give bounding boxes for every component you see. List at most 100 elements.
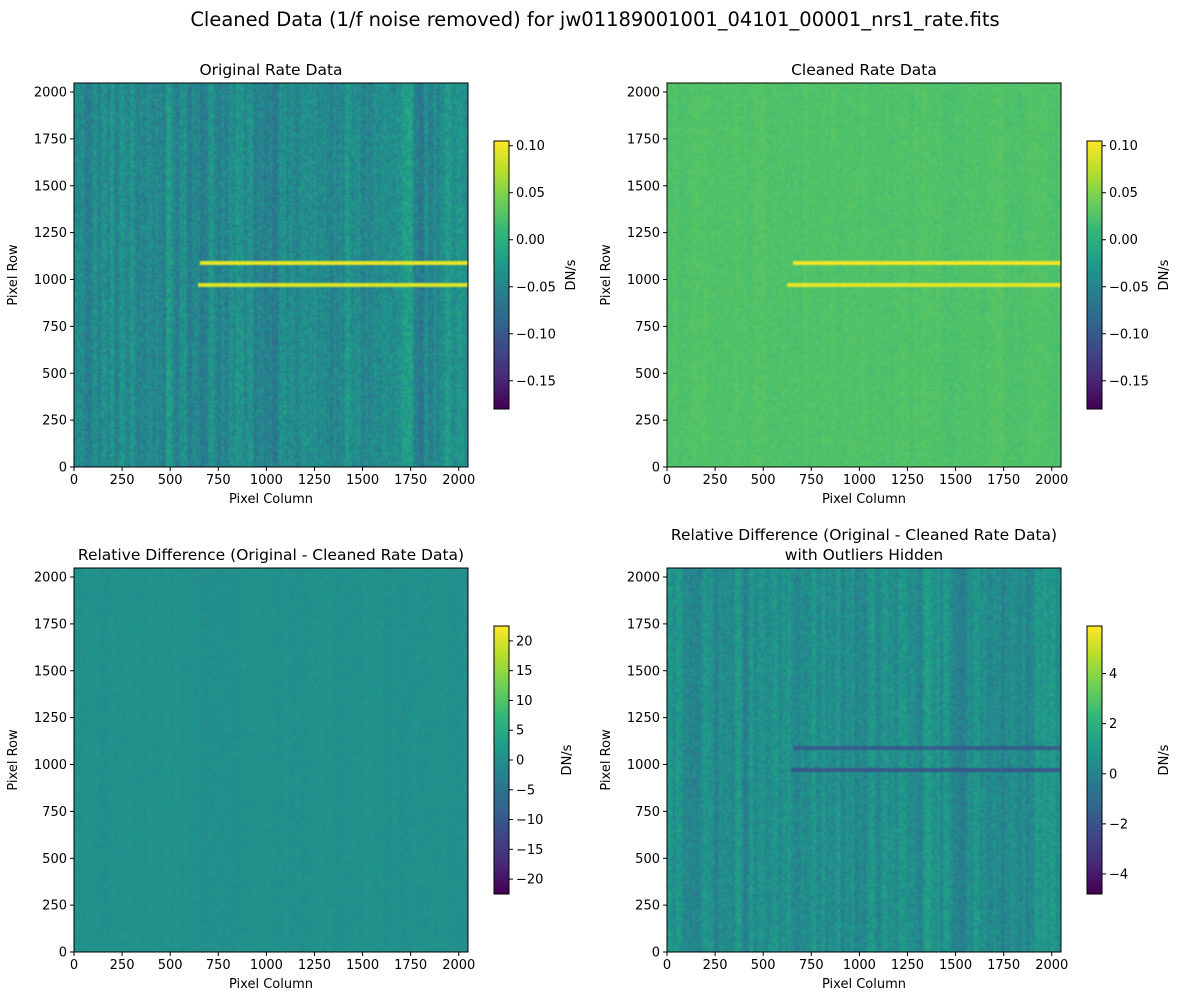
colorbar-tick-label: 0.00 [1109, 233, 1138, 248]
y-tick-label: 1500 [627, 179, 660, 194]
y-tick-label: 750 [42, 320, 67, 335]
axes-frame [73, 567, 469, 953]
colorbar-tick-label: 0.05 [516, 186, 545, 201]
heatmap-image [667, 83, 1061, 467]
y-tick-label: 1500 [34, 179, 67, 194]
y-axis-label: Pixel Row [6, 244, 21, 306]
x-tick-label: 750 [799, 473, 824, 488]
y-tick-label: 500 [42, 367, 67, 382]
panel-title: Relative Difference (Original - Cleaned … [78, 546, 464, 564]
x-tick-label: 1000 [250, 473, 283, 488]
x-tick-label: 1000 [843, 958, 876, 973]
heatmap-image [667, 568, 1061, 952]
colorbar-tick-label: 0 [1109, 767, 1117, 782]
x-tick-label: 0 [663, 958, 671, 973]
x-tick-label: 750 [206, 958, 231, 973]
panel-title: Relative Difference (Original - Cleaned … [671, 526, 1057, 544]
axes-frame [666, 82, 1062, 468]
y-tick-label: 2000 [34, 571, 67, 586]
colorbar-label: DN/s [1157, 259, 1172, 290]
y-tick-label: 1250 [627, 226, 660, 241]
colorbar [1087, 141, 1102, 409]
heatmap-image [74, 83, 468, 467]
y-tick-label: 1500 [34, 664, 67, 679]
colorbar-tick-label: −0.15 [516, 374, 556, 389]
x-tick-label: 1750 [987, 958, 1020, 973]
y-tick-label: 1000 [627, 758, 660, 773]
x-tick-label: 1750 [394, 473, 427, 488]
colorbar-tick-label: −5 [516, 783, 535, 798]
x-tick-label: 750 [799, 958, 824, 973]
colorbar-tick-label: −0.05 [516, 280, 556, 295]
x-tick-label: 1500 [346, 958, 379, 973]
y-tick-label: 0 [652, 461, 660, 476]
y-tick-label: 750 [635, 805, 660, 820]
x-tick-label: 0 [663, 473, 671, 488]
colorbar [494, 626, 509, 894]
colorbar-tick-label: 0.10 [1109, 139, 1138, 154]
y-tick-label: 1750 [627, 617, 660, 632]
x-tick-label: 1500 [939, 958, 972, 973]
y-tick-label: 1250 [34, 226, 67, 241]
y-tick-label: 2000 [627, 86, 660, 101]
colorbar-tick-label: 2 [1109, 717, 1117, 732]
x-tick-label: 1250 [891, 958, 924, 973]
panel-title: Cleaned Rate Data [791, 61, 937, 79]
x-tick-label: 250 [110, 958, 135, 973]
y-tick-label: 500 [635, 852, 660, 867]
x-tick-label: 2000 [442, 958, 475, 973]
x-tick-label: 0 [70, 473, 78, 488]
y-tick-label: 500 [42, 852, 67, 867]
y-tick-label: 750 [42, 805, 67, 820]
x-tick-label: 250 [110, 473, 135, 488]
colorbar-frame [493, 140, 510, 410]
colorbar-tick-label: −20 [516, 873, 543, 888]
y-tick-label: 0 [59, 461, 67, 476]
colorbar-tick-label: 0.05 [1109, 186, 1138, 201]
y-tick-label: 1000 [34, 758, 67, 773]
x-tick-label: 2000 [1035, 958, 1068, 973]
panel-title-line2: with Outliers Hidden [785, 546, 943, 564]
panel-1: Original Rate Data 0 250 500 750 1000 1250 1500… [6, 61, 579, 507]
x-tick-label: 1500 [939, 473, 972, 488]
colorbar-tick-label: 0 [516, 754, 524, 769]
y-axis-label: Pixel Row [599, 729, 614, 791]
panel-3: Relative Difference (Original - Cleaned … [6, 546, 575, 992]
y-tick-label: 1750 [627, 132, 660, 147]
y-axis-label: Pixel Row [6, 729, 21, 791]
x-axis-label: Pixel Column [229, 977, 313, 992]
axes-frame [73, 82, 469, 468]
y-tick-label: 0 [59, 946, 67, 961]
colorbar [1087, 626, 1102, 894]
x-tick-label: 500 [751, 473, 776, 488]
x-tick-label: 750 [206, 473, 231, 488]
y-tick-label: 250 [635, 899, 660, 914]
panel-title: Original Rate Data [199, 61, 342, 79]
colorbar-tick-label: −0.10 [1109, 327, 1149, 342]
x-tick-label: 2000 [442, 473, 475, 488]
colorbar-tick-label: −10 [516, 813, 543, 828]
colorbar-label: DN/s [564, 259, 579, 290]
x-tick-label: 1750 [394, 958, 427, 973]
y-tick-label: 2000 [34, 86, 67, 101]
colorbar-tick-label: −0.10 [516, 327, 556, 342]
colorbar-tick-label: −15 [516, 843, 543, 858]
figure-suptitle: Cleaned Data (1/f noise removed) for jw0… [190, 8, 999, 31]
y-tick-label: 1250 [627, 711, 660, 726]
y-tick-label: 250 [42, 414, 67, 429]
colorbar-frame [1086, 140, 1103, 410]
colorbar-tick-label: 15 [516, 664, 533, 679]
x-axis-label: Pixel Column [229, 492, 313, 507]
y-tick-label: 250 [635, 414, 660, 429]
x-axis-label: Pixel Column [822, 492, 906, 507]
axes-frame [666, 567, 1062, 953]
y-tick-label: 1000 [34, 273, 67, 288]
colorbar-tick-label: −0.15 [1109, 374, 1149, 389]
x-tick-label: 1250 [298, 958, 331, 973]
x-tick-label: 500 [751, 958, 776, 973]
colorbar-label: DN/s [1157, 744, 1172, 775]
x-tick-label: 1250 [298, 473, 331, 488]
x-axis-label: Pixel Column [822, 977, 906, 992]
panel-4: Relative Difference (Original - Cleaned … [599, 526, 1172, 992]
y-tick-label: 1000 [627, 273, 660, 288]
